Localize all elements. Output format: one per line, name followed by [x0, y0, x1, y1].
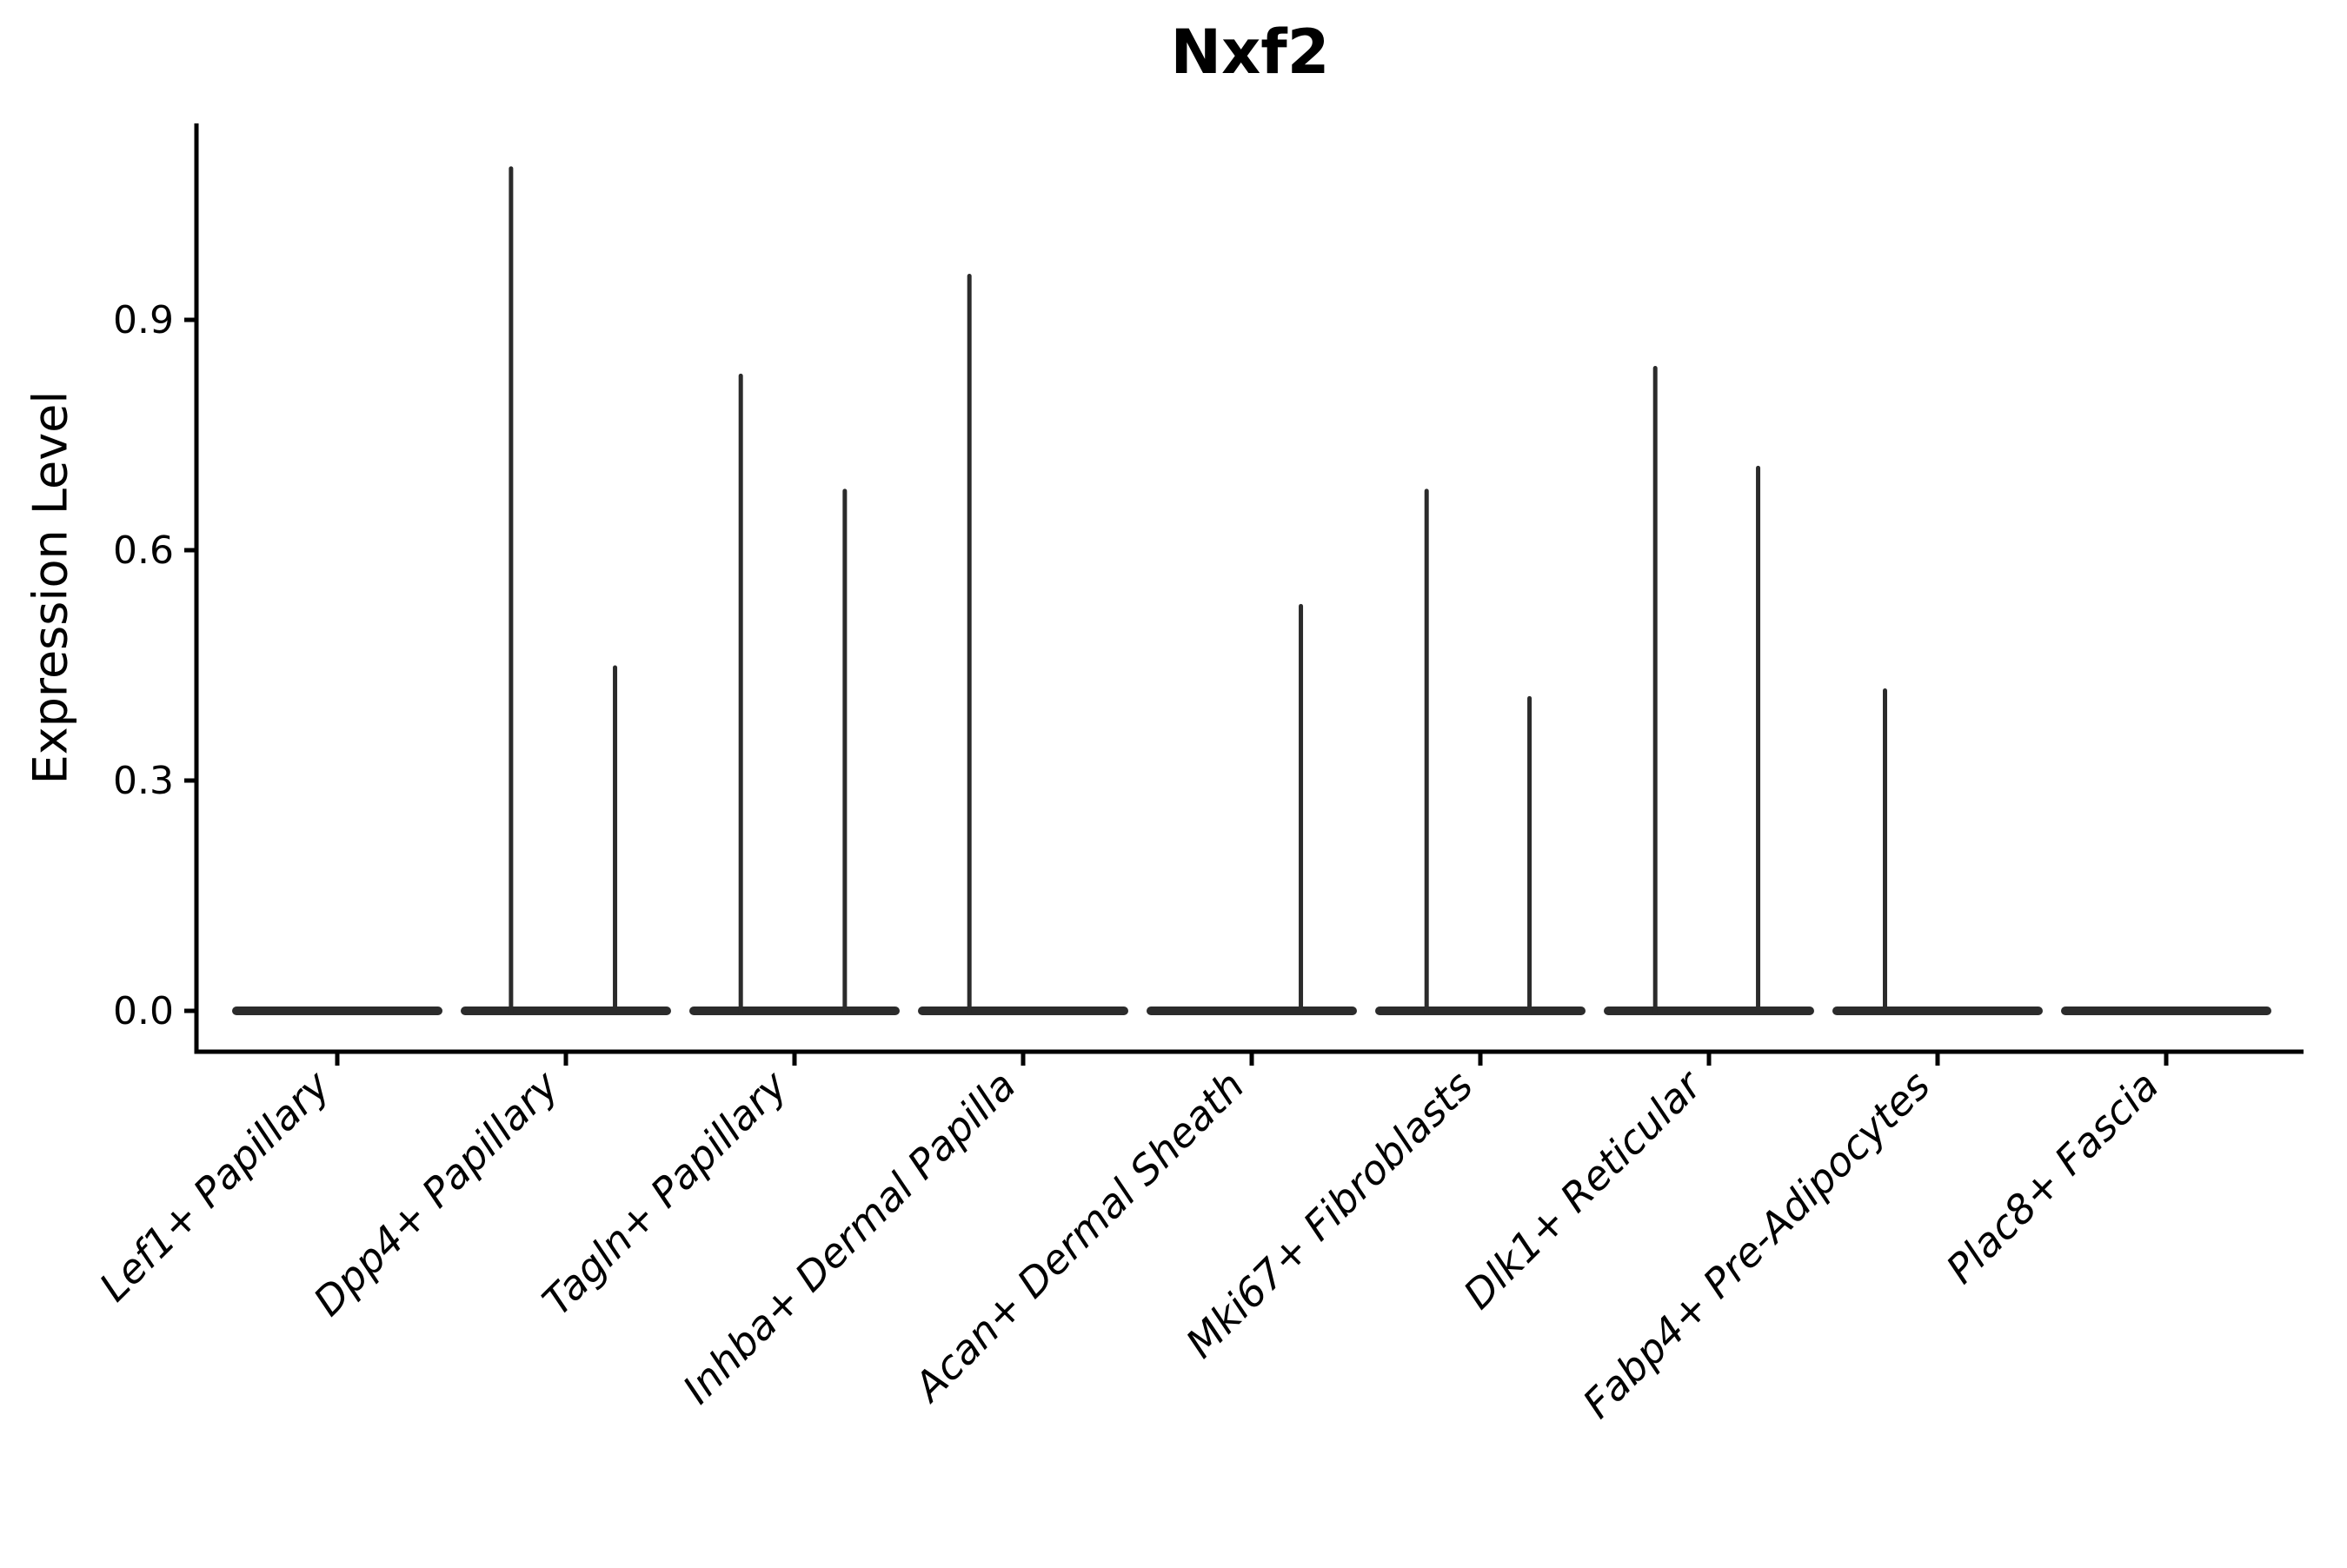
violin-body — [1147, 1007, 1357, 1015]
violin-body — [1832, 1007, 2043, 1015]
violin-body — [232, 1007, 442, 1015]
violin-spike — [1527, 695, 1533, 1015]
violin-spike — [842, 488, 848, 1015]
y-tick-label: 0.0 — [113, 989, 174, 1033]
y-tick-label: 0.9 — [113, 298, 174, 342]
x-tick-label: Tagln+ Papillary — [533, 1061, 796, 1325]
violin-spike — [1756, 465, 1761, 1015]
violin-body — [1375, 1007, 1586, 1015]
violin-body — [2061, 1007, 2271, 1015]
violin-spike — [967, 274, 972, 1016]
violin-spike — [509, 166, 514, 1015]
violin-body — [918, 1007, 1128, 1015]
x-tick-label: Lef1+ Papillary — [90, 1061, 339, 1310]
violin-spike — [1652, 366, 1658, 1015]
y-tick-label: 0.3 — [113, 759, 174, 803]
x-tick-label: Dlk1+ Reticular — [1454, 1060, 1712, 1318]
y-tick-label: 0.6 — [113, 528, 174, 573]
violin-body — [1604, 1007, 1814, 1015]
page-title: Nxf2 — [1170, 17, 1330, 88]
violin-spike — [1299, 603, 1304, 1015]
violin-spike — [613, 665, 618, 1015]
violin-spike — [1883, 688, 1888, 1015]
y-axis-label: Expression Level — [23, 390, 78, 785]
violin-spike — [1424, 488, 1429, 1015]
violin-body — [461, 1007, 671, 1015]
x-tick-label: Plac8+ Fascia — [1937, 1062, 2167, 1292]
violin-spike — [738, 373, 743, 1016]
violin-body — [689, 1007, 900, 1015]
x-tick-label: Dpp4+ Papillary — [304, 1061, 568, 1325]
